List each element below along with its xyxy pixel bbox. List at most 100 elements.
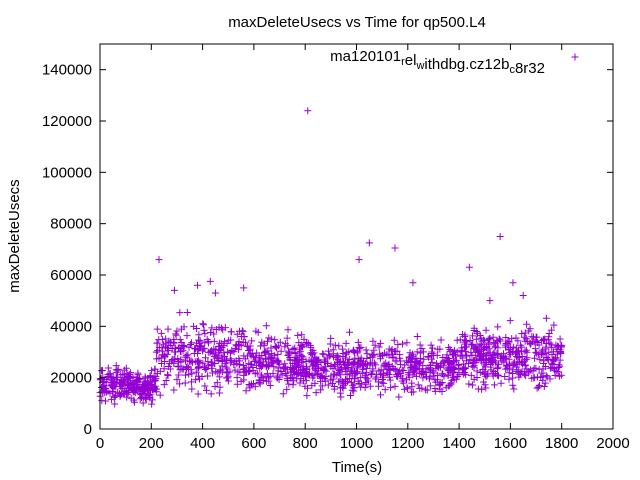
data-point — [433, 376, 441, 384]
data-point — [369, 337, 377, 345]
data-point — [219, 342, 227, 350]
data-point — [192, 368, 200, 376]
data-point — [383, 369, 391, 377]
data-point — [544, 356, 552, 364]
data-point — [459, 331, 467, 339]
data-point — [190, 322, 198, 330]
data-point — [271, 336, 279, 344]
data-point — [312, 366, 320, 374]
data-point — [502, 365, 510, 373]
data-point — [321, 366, 329, 374]
data-point — [329, 364, 337, 372]
data-point — [184, 351, 192, 359]
data-point — [228, 346, 236, 354]
data-point — [277, 347, 285, 355]
data-point — [468, 351, 476, 359]
data-point — [313, 357, 321, 365]
data-point — [461, 343, 469, 351]
data-point — [199, 359, 207, 367]
data-point — [468, 363, 476, 371]
data-point — [335, 342, 343, 350]
data-point — [436, 363, 444, 371]
data-point — [482, 326, 490, 334]
data-point — [107, 395, 115, 403]
data-point — [353, 364, 361, 372]
data-point — [109, 383, 117, 391]
data-point — [413, 332, 421, 340]
data-point — [259, 374, 267, 382]
data-point — [470, 362, 478, 370]
data-point — [175, 371, 183, 379]
data-point — [420, 370, 428, 378]
y-tick-label: 80000 — [50, 216, 92, 233]
data-point — [283, 385, 291, 393]
data-point — [111, 400, 119, 408]
data-point — [112, 369, 120, 377]
data-point — [318, 372, 326, 380]
data-point — [216, 383, 224, 391]
y-tick-label: 120000 — [42, 113, 92, 130]
data-point — [294, 331, 302, 339]
data-point — [502, 333, 510, 341]
axis-ticks: 0 200 400 600 800 1000 1200 1400 1600 1800 2000020… — [42, 44, 630, 452]
data-point — [391, 382, 399, 390]
data-point — [239, 328, 247, 336]
data-point — [518, 330, 526, 338]
data-point — [248, 349, 256, 357]
y-axis-label: maxDeleteUsecs — [6, 179, 23, 292]
data-point — [210, 353, 218, 361]
data-point — [291, 348, 299, 356]
data-point — [326, 352, 334, 360]
data-point — [327, 334, 335, 342]
data-point — [231, 366, 239, 374]
data-point — [381, 386, 389, 394]
data-point — [213, 379, 221, 387]
data-point — [245, 359, 253, 367]
data-point — [419, 362, 427, 370]
data-point — [188, 370, 196, 378]
data-point — [350, 384, 358, 392]
data-point — [285, 350, 293, 358]
data-point — [450, 358, 458, 366]
data-point — [534, 338, 542, 346]
data-point — [174, 357, 182, 365]
data-point — [314, 371, 322, 379]
data-point — [538, 369, 546, 377]
data-point — [541, 349, 549, 357]
data-point — [304, 339, 312, 347]
data-point — [346, 356, 354, 364]
data-point — [233, 380, 241, 388]
data-point — [258, 363, 266, 371]
data-point — [273, 344, 281, 352]
data-point — [314, 356, 322, 364]
data-point — [502, 355, 510, 363]
data-point — [450, 347, 458, 355]
data-point — [363, 375, 371, 383]
x-tick: 800 — [293, 44, 318, 452]
data-point — [456, 336, 464, 344]
data-point — [494, 371, 502, 379]
data-point — [420, 355, 428, 363]
data-point — [419, 374, 427, 382]
data-point — [489, 350, 497, 358]
data-point — [353, 349, 361, 357]
data-point-outlier — [496, 233, 504, 240]
data-point — [418, 345, 426, 353]
data-point — [414, 381, 422, 389]
data-point — [117, 391, 125, 399]
data-point-outlier — [409, 279, 417, 287]
data-point — [476, 331, 484, 339]
data-point — [239, 338, 247, 346]
data-point — [224, 348, 232, 356]
data-point-outlier — [519, 292, 527, 300]
data-point-outlier — [509, 279, 517, 287]
data-point — [357, 383, 365, 391]
data-point — [447, 380, 455, 388]
data-point — [334, 353, 342, 361]
data-point — [279, 364, 287, 372]
data-point — [416, 354, 424, 362]
data-point — [369, 351, 377, 359]
data-point — [436, 380, 444, 388]
data-point — [150, 373, 158, 381]
y-tick-label: 100000 — [42, 164, 92, 181]
